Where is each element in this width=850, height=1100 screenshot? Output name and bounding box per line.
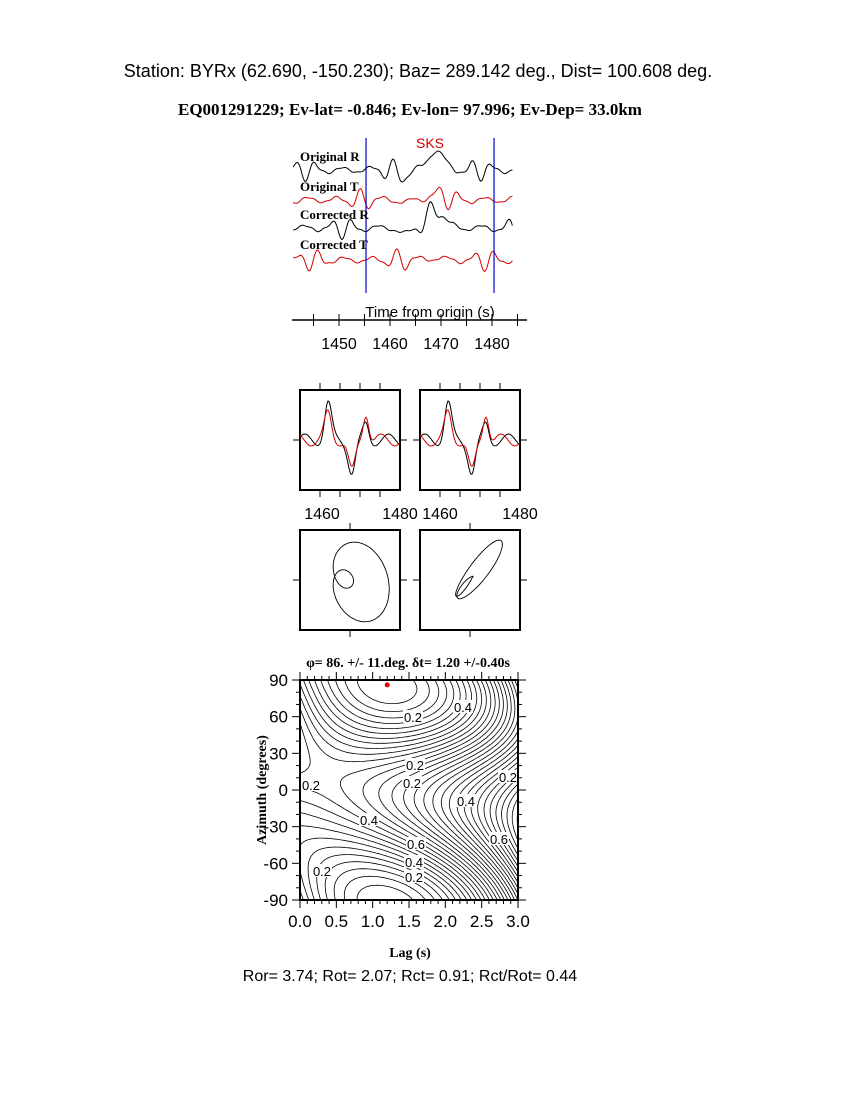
label-bg xyxy=(405,758,425,771)
transverse-waveform xyxy=(299,409,401,467)
time-axis-label: Time from origin (s) xyxy=(365,304,494,321)
contour-line xyxy=(300,680,487,900)
label-bg xyxy=(498,770,518,783)
label-bg xyxy=(489,832,509,845)
phase-label: SKS xyxy=(416,135,444,151)
y-tick-label: 60 xyxy=(269,708,288,727)
y-tick-label: -30 xyxy=(263,818,288,837)
contour-line xyxy=(432,680,518,900)
contour-label: 0.2 xyxy=(403,776,421,791)
label-bg xyxy=(403,710,423,723)
waveform-box xyxy=(299,389,401,491)
window-waveform-panels xyxy=(293,383,527,497)
trace-2 xyxy=(293,201,513,240)
trace-label: Original T xyxy=(300,179,359,194)
contour-label: 0.2 xyxy=(404,710,422,725)
trace-0 xyxy=(292,150,513,183)
ratios-text: Ror= 3.74; Rot= 2.07; Rct= 0.91; Rct/Rot… xyxy=(243,968,578,985)
contour-line xyxy=(316,680,455,900)
contour-label: 0.2 xyxy=(405,870,423,885)
trace-1 xyxy=(292,186,513,211)
label-bg xyxy=(402,776,422,789)
contour-line xyxy=(343,680,430,900)
label-bg xyxy=(301,778,321,791)
y-tick-label: 0 xyxy=(279,781,288,800)
radial-waveform xyxy=(299,400,401,475)
label-bg xyxy=(312,864,332,877)
y-tick-label: -60 xyxy=(263,854,288,873)
label-bg xyxy=(359,813,379,826)
contour-label: 0.2 xyxy=(313,864,331,879)
particle-motion-box xyxy=(299,529,401,631)
y-tick-label: 30 xyxy=(269,744,288,763)
contour-title: φ= 86. +/- 11.deg. δt= 1.20 +/-0.40s xyxy=(306,656,510,671)
time-axis: 1450 1460 1470 1480 xyxy=(292,314,527,353)
y-tick-label: -90 xyxy=(263,891,288,910)
contour-label: 0.2 xyxy=(302,778,320,793)
x-axis-label: Lag (s) xyxy=(389,946,431,961)
tick-label: 1460 xyxy=(304,506,340,523)
contour-line xyxy=(300,680,478,900)
contour-line xyxy=(413,680,512,900)
contour-label: 0.2 xyxy=(499,770,517,785)
x-tick-label: 0.5 xyxy=(325,912,349,931)
tick-label: 1450 xyxy=(321,336,357,353)
label-bg xyxy=(404,870,424,883)
contour-line xyxy=(456,744,518,895)
tick-label: 1480 xyxy=(382,506,418,523)
contour-label: 0.4 xyxy=(454,700,472,715)
contour-line xyxy=(324,680,448,900)
label-bg xyxy=(404,855,424,868)
tick-label: 1460 xyxy=(372,336,408,353)
transverse-waveform xyxy=(419,409,521,467)
trace-label: Original R xyxy=(300,149,360,164)
contour-line xyxy=(489,772,518,867)
label-bg xyxy=(456,794,476,807)
x-tick-label: 2.0 xyxy=(434,912,458,931)
particle-motion-path xyxy=(455,539,503,600)
tick-label: 1460 xyxy=(422,506,458,523)
particle-motion-panels xyxy=(293,523,527,637)
x-tick-label: 3.0 xyxy=(506,912,530,931)
contour-label: 0.4 xyxy=(405,855,423,870)
waveform-box xyxy=(419,389,521,491)
x-tick-label: 0.0 xyxy=(288,912,312,931)
label-bg xyxy=(406,837,426,850)
tick-label: 1470 xyxy=(423,336,459,353)
energy-contour-plot: 0.20.40.20.20.20.20.40.60.40.60.40.20.20… xyxy=(263,671,529,931)
contour-label: 0.2 xyxy=(406,758,424,773)
tick-label: 1480 xyxy=(474,336,510,353)
event-title: EQ001291229; Ev-lat= -0.846; Ev-lon= 97.… xyxy=(178,100,642,119)
y-tick-label: 90 xyxy=(269,671,288,690)
contour-label: 0.4 xyxy=(457,794,475,809)
station-title: Station: BYRx (62.690, -150.230); Baz= 2… xyxy=(124,61,712,81)
trace-3 xyxy=(293,248,513,273)
contour-lines xyxy=(300,680,518,900)
radial-waveform xyxy=(419,400,521,475)
x-tick-label: 1.5 xyxy=(397,912,421,931)
x-tick-label: 2.5 xyxy=(470,912,494,931)
seismogram-panel xyxy=(292,138,513,293)
particle-motion-box xyxy=(419,529,521,631)
contour-line xyxy=(423,680,516,900)
contour-label: 0.6 xyxy=(490,832,508,847)
label-bg xyxy=(453,700,473,713)
contour-line xyxy=(362,680,496,900)
contour-label: 0.4 xyxy=(360,813,378,828)
tick-label: 1480 xyxy=(502,506,538,523)
particle-motion-path xyxy=(332,541,390,623)
contour-label: 0.6 xyxy=(407,837,425,852)
y-axis-label: Azimuth (degrees) xyxy=(255,735,270,845)
trace-label: Corrected T xyxy=(300,237,368,252)
x-tick-label: 1.0 xyxy=(361,912,385,931)
best-fit-point xyxy=(384,682,390,688)
trace-label: Corrected R xyxy=(300,207,369,222)
